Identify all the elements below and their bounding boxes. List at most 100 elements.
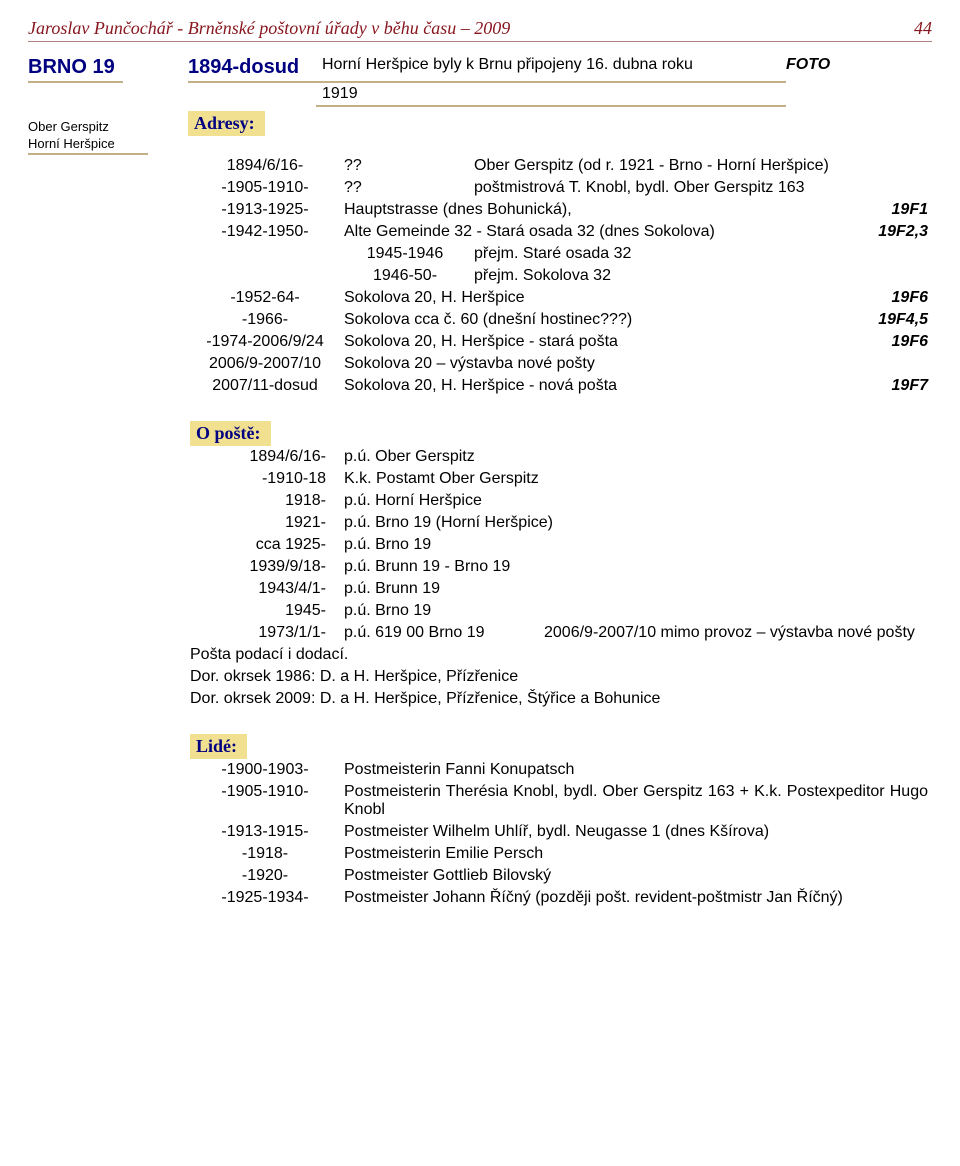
table-row: 1973/1/1-p.ú. 619 00 Brno 192006/9-2007/… xyxy=(190,622,932,644)
table-row: cca 1925-p.ú. Brno 19 xyxy=(190,534,932,556)
desc-cell: Sokolova 20 – výstavba nové pošty xyxy=(340,353,856,375)
sub-period: 1946-50- xyxy=(340,265,470,287)
annex-text: Horní Heršpice byly k Brnu připojeny 16.… xyxy=(316,56,786,83)
table-row: 1939/9/18-p.ú. Brunn 19 - Brno 19 xyxy=(190,556,932,578)
table-row: 1945-p.ú. Brno 19 xyxy=(190,600,932,622)
ref-cell: 19F7 xyxy=(856,375,932,397)
table-row: 1918-p.ú. Horní Heršpice xyxy=(190,490,932,512)
desc-cell: Postmeister Gottlieb Bilovský xyxy=(340,865,932,887)
page-header: Jaroslav Punčochář - Brněnské poštovní ú… xyxy=(28,18,932,42)
desc-cell: p.ú. Horní Heršpice xyxy=(340,490,932,512)
date-cell: 1943/4/1- xyxy=(190,578,340,600)
date-cell: -1974-2006/9/24 xyxy=(190,331,340,353)
desc-cell: p.ú. Brno 19 xyxy=(340,600,932,622)
subname-czech: Horní Heršpice xyxy=(28,134,148,155)
desc-cell: K.k. Postamt Ober Gerspitz xyxy=(340,468,932,490)
ref-cell xyxy=(856,155,932,177)
table-row: -1913-1925-Hauptstrasse (dnes Bohunická)… xyxy=(190,199,932,221)
title-block: BRNO 19 1894-dosud Horní Heršpice byly k… xyxy=(28,56,932,107)
table-row: 2006/9-2007/10Sokolova 20 – výstavba nov… xyxy=(190,353,932,375)
sub-period: 1945-1946 xyxy=(340,243,470,265)
table-row: -1913-1915-Postmeister Wilhelm Uhlíř, by… xyxy=(190,821,932,843)
oposte-table: 1894/6/16-p.ú. Ober Gerspitz-1910-18K.k.… xyxy=(190,446,932,644)
date-cell: -1913-1915- xyxy=(190,821,340,843)
date-cell: -1952-64- xyxy=(190,287,340,309)
desc-cell: p.ú. Brno 19 (Horní Heršpice) xyxy=(340,512,932,534)
oposte-para1: Pošta podací i dodací. xyxy=(190,644,932,666)
desc-cell: Sokolova 20, H. Heršpice - stará pošta xyxy=(340,331,856,353)
date-cell: -1913-1925- xyxy=(190,199,340,221)
date-cell: 1973/1/1- xyxy=(190,622,340,644)
desc-cell-b: poštmistrová T. Knobl, bydl. Ober Gerspi… xyxy=(470,177,856,199)
oposte-para2: Dor. okrsek 1986: D. a H. Heršpice, Příz… xyxy=(190,666,932,688)
desc-cell: Sokolova cca č. 60 (dnešní hostinec???) xyxy=(340,309,856,331)
table-row: -1910-18K.k. Postamt Ober Gerspitz xyxy=(190,468,932,490)
desc-cell: Sokolova 20, H. Heršpice xyxy=(340,287,856,309)
table-row: -1925-1934-Postmeister Johann Říčný (poz… xyxy=(190,887,932,909)
table-row: -1974-2006/9/24Sokolova 20, H. Heršpice … xyxy=(190,331,932,353)
desc-cell: Postmeisterin Therésia Knobl, bydl. Ober… xyxy=(340,781,932,821)
desc-cell: Hauptstrasse (dnes Bohunická), xyxy=(340,199,856,221)
table-row: -1942-1950-Alte Gemeinde 32 - Stará osad… xyxy=(190,221,932,243)
section-lide-label: Lidé: xyxy=(190,734,247,759)
desc-cell: p.ú. 619 00 Brno 19 xyxy=(340,622,540,644)
table-row: 2007/11-dosudSokolova 20, H. Heršpice - … xyxy=(190,375,932,397)
table-row: 1894/6/16-p.ú. Ober Gerspitz xyxy=(190,446,932,468)
table-row: -1966-Sokolova cca č. 60 (dnešní hostine… xyxy=(190,309,932,331)
sub-desc: přejm. Sokolova 32 xyxy=(470,265,856,287)
ref-cell: 19F6 xyxy=(856,287,932,309)
header-title: Jaroslav Punčochář - Brněnské poštovní ú… xyxy=(28,18,510,39)
annex-year: 1919 xyxy=(316,83,786,107)
table-row: -1918-Postmeisterin Emilie Persch xyxy=(190,843,932,865)
sub-desc: přejm. Staré osada 32 xyxy=(470,243,856,265)
date-cell: -1910-18 xyxy=(190,468,340,490)
ref-cell xyxy=(856,177,932,199)
desc-cell: Sokolova 20, H. Heršpice - nová pošta xyxy=(340,375,856,397)
ref-cell: 19F4,5 xyxy=(856,309,932,331)
header-page-number: 44 xyxy=(914,18,932,39)
table-row: -1952-64-Sokolova 20, H. Heršpice19F6 xyxy=(190,287,932,309)
ref-cell xyxy=(856,353,932,375)
section-oposte-label: O poště: xyxy=(190,421,271,446)
lide-table: -1900-1903-Postmeisterin Fanni Konupatsc… xyxy=(190,759,932,909)
date-cell: cca 1925- xyxy=(190,534,340,556)
desc-cell-extra: 2006/9-2007/10 mimo provoz – výstavba no… xyxy=(540,622,932,644)
desc-cell: p.ú. Ober Gerspitz xyxy=(340,446,932,468)
date-cell: -1918- xyxy=(190,843,340,865)
table-row: -1920-Postmeister Gottlieb Bilovský xyxy=(190,865,932,887)
desc-cell: p.ú. Brunn 19 - Brno 19 xyxy=(340,556,932,578)
date-cell: 1921- xyxy=(190,512,340,534)
desc-cell: Postmeister Wilhelm Uhlíř, bydl. Neugass… xyxy=(340,821,932,843)
date-cell: -1900-1903- xyxy=(190,759,340,781)
foto-label: FOTO xyxy=(786,56,830,83)
ref-cell: 19F1 xyxy=(856,199,932,221)
desc-cell: p.ú. Brunn 19 xyxy=(340,578,932,600)
date-cell: -1942-1950- xyxy=(190,221,340,243)
ref-cell: 19F2,3 xyxy=(856,221,932,243)
desc-cell: Postmeisterin Fanni Konupatsch xyxy=(340,759,932,781)
date-cell: 1894/6/16- xyxy=(190,155,340,177)
adresy-table: 1894/6/16-??Ober Gerspitz (od r. 1921 - … xyxy=(190,155,932,397)
table-row: -1900-1903-Postmeisterin Fanni Konupatsc… xyxy=(190,759,932,781)
period: 1894-dosud xyxy=(188,56,316,83)
table-row: -1905-1910-??poštmistrová T. Knobl, bydl… xyxy=(190,177,932,199)
section-adresy-label: Adresy: xyxy=(188,111,265,136)
date-cell: 2006/9-2007/10 xyxy=(190,353,340,375)
table-row: 1946-50-přejm. Sokolova 32 xyxy=(190,265,932,287)
table-row: 1943/4/1-p.ú. Brunn 19 xyxy=(190,578,932,600)
subname-german: Ober Gerspitz xyxy=(28,111,188,134)
date-cell: -1925-1934- xyxy=(190,887,340,909)
ref-cell: 19F6 xyxy=(856,331,932,353)
date-cell: -1905-1910- xyxy=(190,781,340,821)
date-cell: 1939/9/18- xyxy=(190,556,340,578)
date-cell: -1905-1910- xyxy=(190,177,340,199)
desc-cell: Postmeisterin Emilie Persch xyxy=(340,843,932,865)
date-cell: -1920- xyxy=(190,865,340,887)
date-cell: 1918- xyxy=(190,490,340,512)
table-row: 1894/6/16-??Ober Gerspitz (od r. 1921 - … xyxy=(190,155,932,177)
desc-cell-a: ?? xyxy=(340,155,470,177)
date-cell: -1966- xyxy=(190,309,340,331)
desc-cell: Alte Gemeinde 32 - Stará osada 32 (dnes … xyxy=(340,221,856,243)
date-cell: 1945- xyxy=(190,600,340,622)
table-row: -1905-1910-Postmeisterin Therésia Knobl,… xyxy=(190,781,932,821)
